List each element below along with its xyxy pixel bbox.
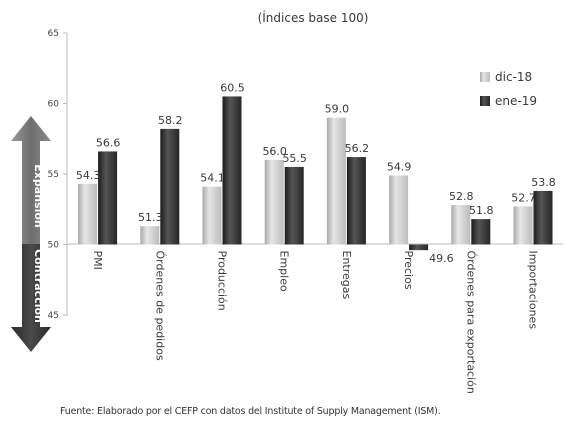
data-label-dic-18-5: 54.9: [387, 160, 412, 173]
y-tick-label: 55: [48, 170, 59, 180]
legend-swatch-dic-18: [480, 72, 490, 82]
bar-dic-18-2: [202, 186, 222, 245]
bar-series: [78, 96, 553, 251]
bar-dic-18-7: [513, 206, 533, 245]
category-label-4: Entregas: [340, 251, 353, 300]
bar-dic-18-4: [326, 117, 346, 245]
bar-ene-19-3: [284, 166, 304, 245]
bar-ene-19-4: [346, 157, 366, 245]
data-label-dic-18-7: 52.7: [511, 191, 536, 204]
bar-dic-18-1: [140, 226, 160, 245]
zone-arrow: Expansión Contracción: [11, 116, 51, 352]
data-label-ene-19-2: 60.5: [220, 81, 245, 94]
expansion-arrow: [11, 116, 51, 244]
data-label-dic-18-0: 54.3: [76, 169, 101, 182]
data-label-ene-19-3: 55.5: [282, 152, 307, 165]
y-axis-ticks: 45 50 55 60 65: [48, 29, 67, 321]
data-labels: 54.3 51.3 54.1 56.0 59.0 54.9 52.8 52.7 56.6 58.2…: [76, 81, 556, 265]
category-label-3: Empleo: [278, 251, 291, 292]
bar-dic-18-6: [451, 205, 471, 245]
data-label-ene-19-0: 56.6: [96, 136, 121, 149]
contraction-arrow: [11, 244, 51, 352]
bar-ene-19-0: [98, 151, 118, 245]
y-tick-label: 50: [48, 241, 60, 251]
chart-title: (Índices base 100): [258, 10, 369, 25]
legend-swatch-ene-19: [480, 96, 490, 106]
expansion-label: Expansión: [32, 164, 45, 227]
data-label-dic-18-3: 56.0: [262, 145, 287, 158]
category-label-5: Precios: [402, 251, 415, 290]
bar-dic-18-5: [389, 175, 409, 245]
bar-ene-19-2: [222, 96, 242, 245]
category-label-1: Órdenes de pedidos: [153, 251, 166, 361]
bar-dic-18-3: [264, 159, 284, 245]
data-label-ene-19-5: 49.6: [429, 252, 454, 265]
category-label-7: Importaciones: [527, 251, 540, 330]
contraction-label: Contracción: [32, 249, 45, 323]
bar-ene-19-7: [533, 190, 553, 245]
bar-ene-19-5: [409, 244, 429, 251]
legend-label-ene-19: ene-19: [495, 94, 537, 108]
bar-ene-19-6: [471, 219, 491, 245]
source-note: Fuente: Elaborado por el CEFP con datos …: [60, 406, 441, 417]
legend-label-dic-18: dic-18: [495, 70, 532, 84]
data-label-ene-19-4: 56.2: [345, 142, 370, 155]
data-label-dic-18-1: 51.3: [138, 211, 163, 224]
data-label-ene-19-1: 58.2: [158, 114, 183, 127]
category-labels: PMI Órdenes de pedidos Producción Empleo Ent…: [91, 251, 539, 394]
data-label-ene-19-7: 53.8: [531, 176, 556, 189]
category-label-6: Órdenes para exportación: [464, 251, 477, 394]
data-label-ene-19-6: 51.8: [469, 204, 494, 217]
y-tick-label: 45: [48, 311, 59, 321]
data-label-dic-18-4: 59.0: [325, 103, 350, 116]
category-label-2: Producción: [216, 251, 229, 311]
bar-ene-19-1: [160, 128, 180, 245]
y-tick-label: 60: [48, 100, 60, 110]
y-tick-label: 65: [48, 29, 59, 39]
data-label-dic-18-2: 54.1: [200, 172, 225, 185]
data-label-dic-18-6: 52.8: [449, 190, 474, 203]
bar-dic-18-0: [78, 183, 98, 245]
legend: dic-18 ene-19: [480, 70, 537, 108]
category-label-0: PMI: [91, 251, 104, 270]
